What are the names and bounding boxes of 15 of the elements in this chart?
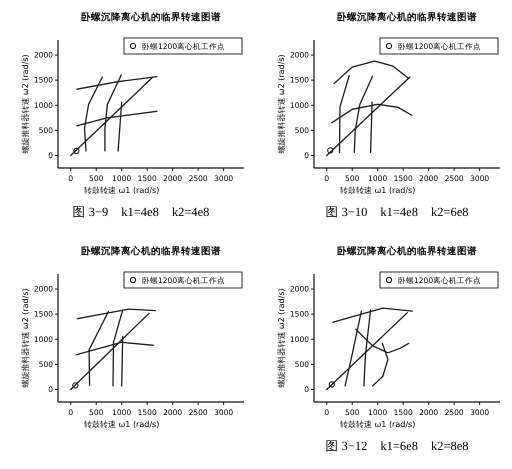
caption: 图 3−10 k1=4e8 k2=6e8 [325,205,469,219]
x-axis-title: 转鼓转速 ω1 (rad/s) [340,186,416,195]
y-axis-title: 螺旋推料器转速 ω2 (rad/s) [21,54,30,154]
chart-title: 卧螺沉降离心机的临界转速图谱 [81,11,221,23]
chart-title: 卧螺沉降离心机的临界转速图谱 [337,245,477,257]
chart-title: 卧螺沉降离心机的临界转速图谱 [337,11,477,23]
x-axis-title: 转鼓转速 ω1 (rad/s) [84,186,160,195]
y-axis-title: 螺旋推料器转速 ω2 (rad/s) [277,288,286,388]
y-axis-title: 螺旋推料器转速 ω2 (rad/s) [21,288,30,388]
x-axis-title: 转鼓转速 ω1 (rad/s) [340,420,416,429]
x-axis-title: 转鼓转速 ω1 (rad/s) [84,420,160,429]
caption: 图 3−9 k1=4e8 k2=4e8 [72,205,210,219]
chart-title: 卧螺沉降离心机的临界转速图谱 [81,245,221,257]
y-axis-title: 螺旋推料器转速 ω2 (rad/s) [277,54,286,154]
caption: 图 3−12 k1=6e8 k2=8e8 [325,439,469,453]
